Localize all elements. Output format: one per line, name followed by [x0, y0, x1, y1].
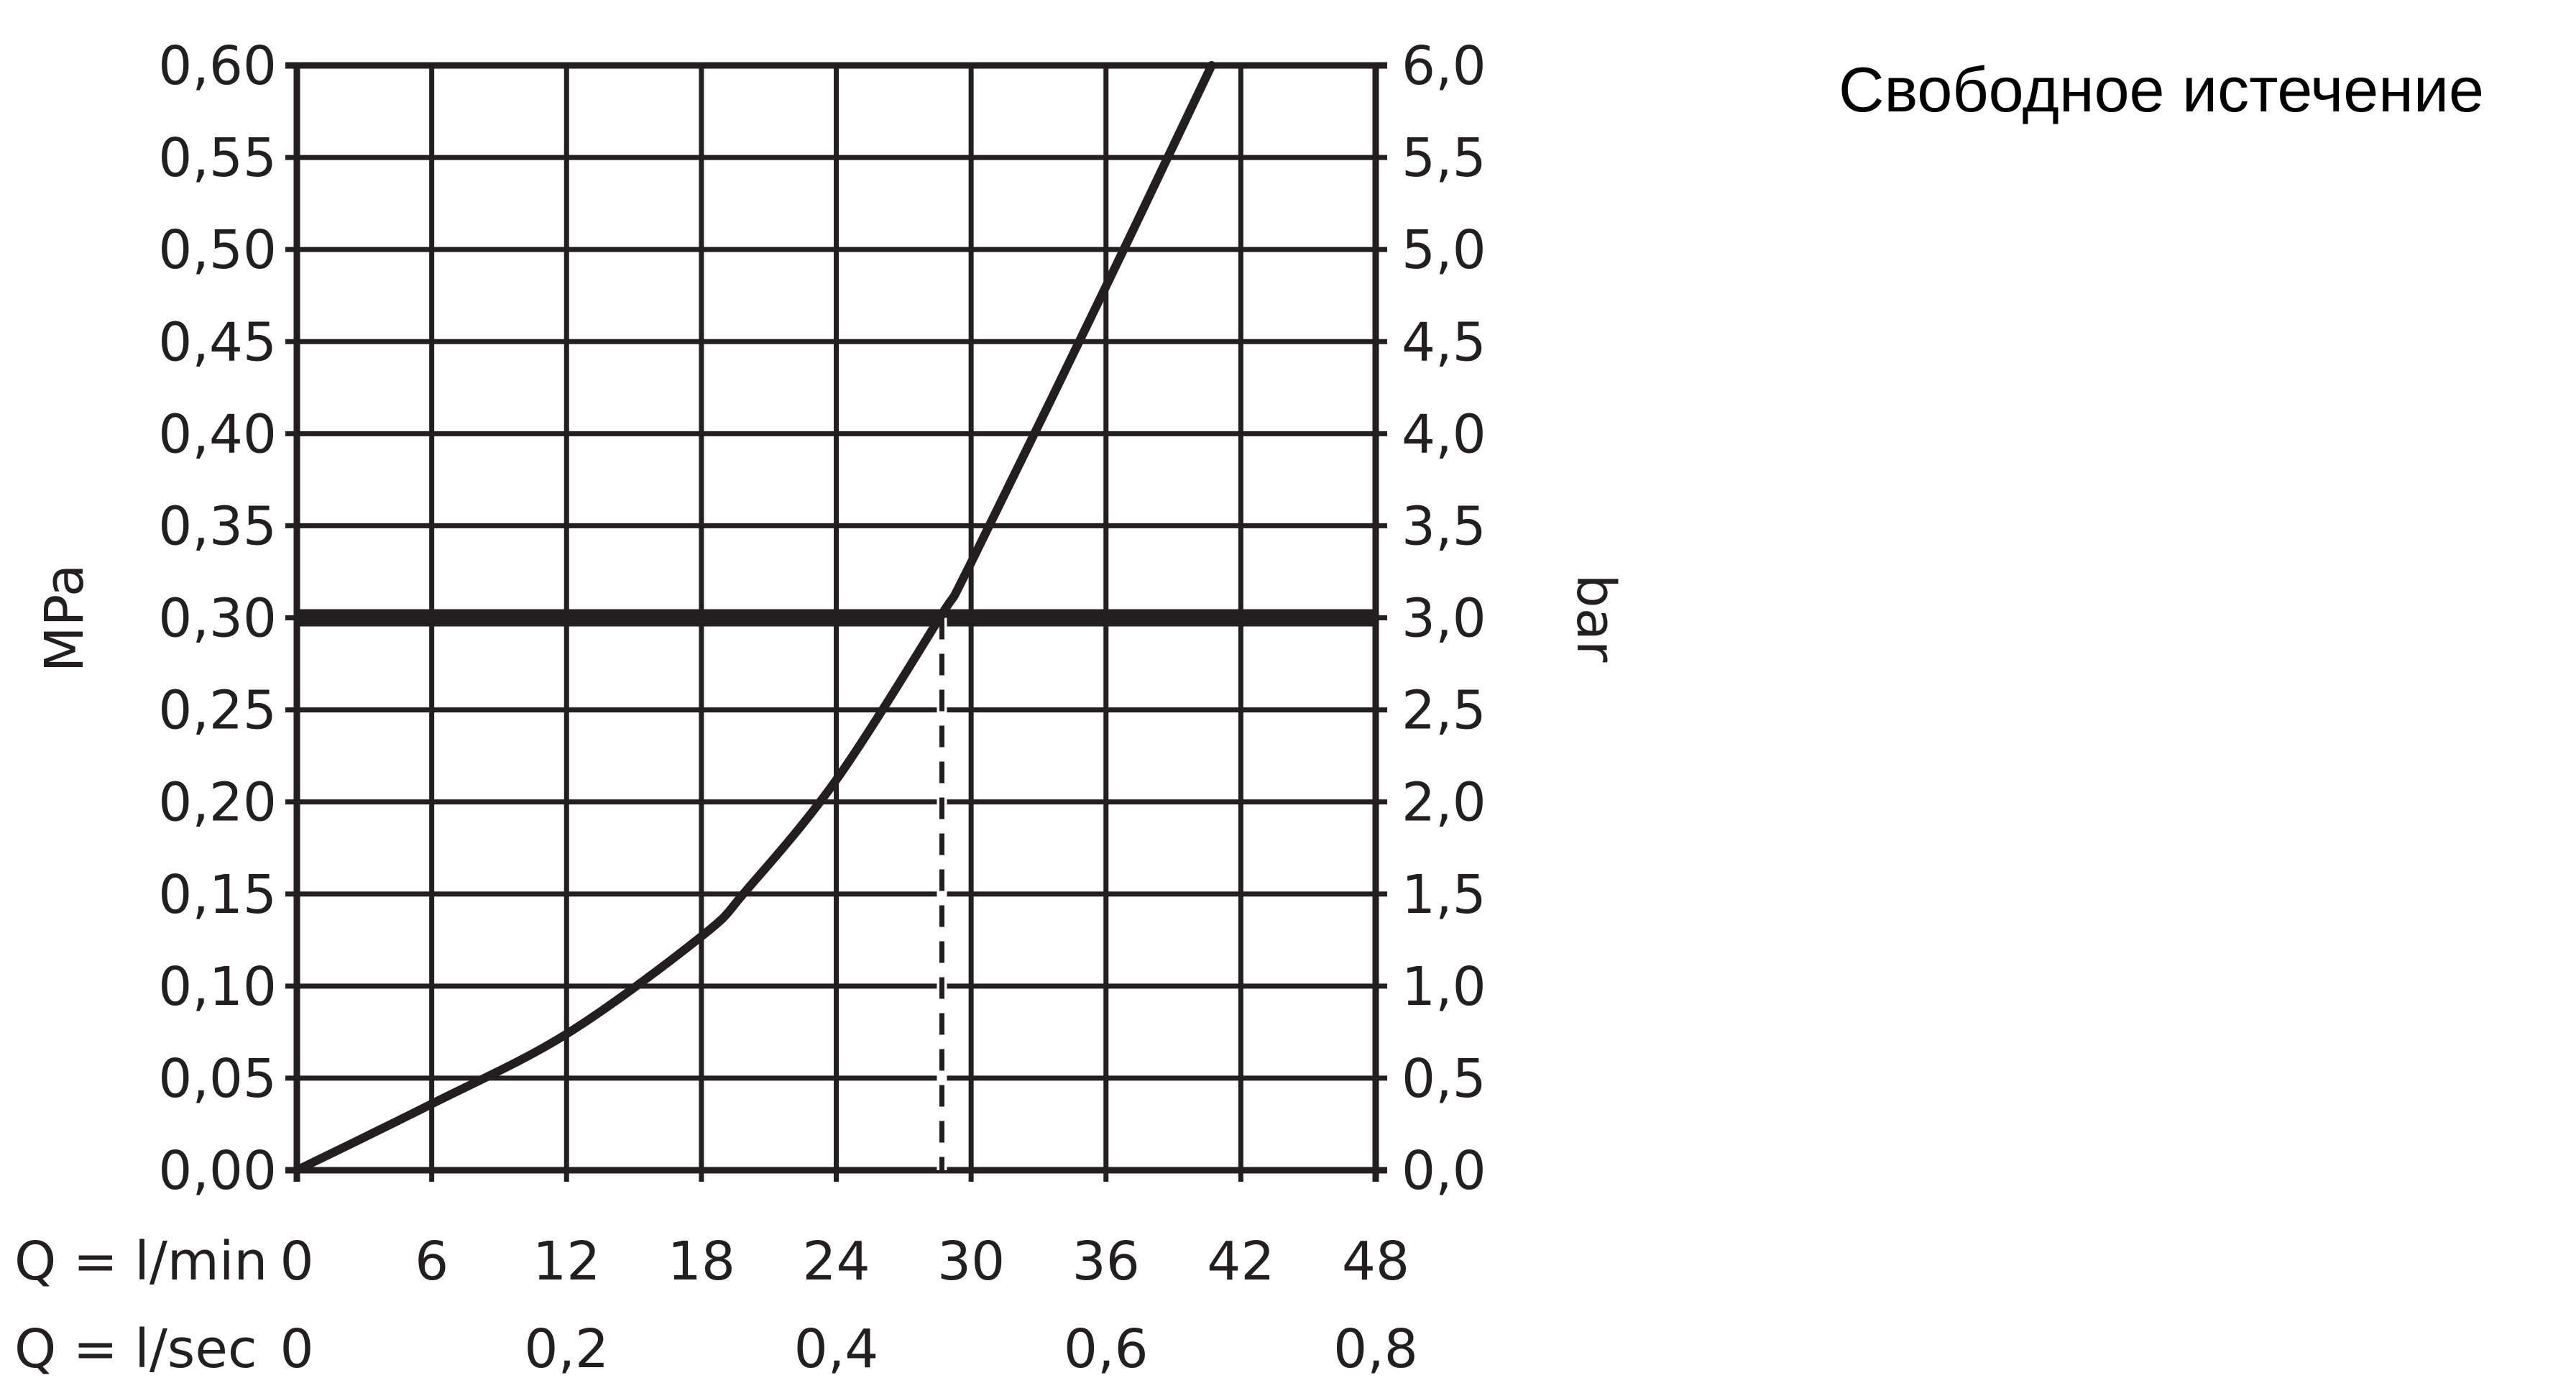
- x-tick-label-lmin: 18: [668, 1231, 735, 1292]
- y-tick-label-left: 0,20: [158, 772, 277, 834]
- x-tick-label-lsec: 0: [280, 1318, 313, 1380]
- marks: [293, 61, 1376, 1175]
- y-tick-label-left: 0,60: [158, 35, 277, 97]
- x-tick-label-lmin: 30: [937, 1231, 1005, 1292]
- y-tick-label-right: 0,5: [1402, 1048, 1486, 1110]
- x-axis-label-lmin: Q = l/min: [14, 1231, 267, 1292]
- x-tick-label-lmin: 6: [415, 1231, 448, 1292]
- x-tick-label-lmin: 48: [1342, 1231, 1409, 1292]
- y-tick-label-right: 6,0: [1402, 35, 1486, 97]
- x-tick-label-lsec: 0,8: [1333, 1318, 1418, 1380]
- y-tick-label-left: 0,10: [158, 956, 277, 1018]
- y-tick-label-right: 2,5: [1402, 680, 1486, 742]
- x-tick-label-lmin: 24: [802, 1231, 870, 1292]
- y-tick-label-right: 3,5: [1402, 495, 1486, 557]
- x-tick-label-lsec: 0,4: [794, 1318, 879, 1380]
- y-tick-label-right: 1,0: [1402, 956, 1486, 1018]
- y-tick-label-right: 1,5: [1402, 864, 1486, 926]
- y-tick-label-right: 5,0: [1402, 219, 1486, 281]
- x-tick-label-lmin: 36: [1072, 1231, 1140, 1292]
- x-tick-label-lsec: 0,2: [524, 1318, 609, 1380]
- ticks: 0 6 12 18 24 30 36 42 48 0 0,2 0,4 0,6 0,8 0,00 0,0 0,05…: [158, 35, 1486, 1380]
- y-tick-label-right: 0,0: [1402, 1140, 1486, 1202]
- y-tick-label-left: 0,05: [158, 1048, 277, 1110]
- y-tick-label-left: 0,00: [158, 1140, 277, 1202]
- y-tick-label-left: 0,35: [158, 495, 277, 557]
- y-tick-label-left: 0,15: [158, 864, 277, 926]
- x-tick-label-lmin: 42: [1207, 1231, 1274, 1292]
- grid: [285, 62, 1387, 1182]
- y-tick-label-right: 5,5: [1402, 127, 1486, 189]
- y-tick-label-left: 0,30: [158, 588, 277, 650]
- y-tick-label-left: 0,45: [158, 311, 277, 373]
- x-axis-label-lsec: Q = l/sec: [14, 1318, 257, 1380]
- y-tick-label-left: 0,25: [158, 680, 277, 742]
- y-tick-label-right: 2,0: [1402, 772, 1486, 834]
- y-tick-label-left: 0,40: [158, 403, 277, 465]
- x-tick-label-lmin: 0: [280, 1231, 313, 1292]
- y-tick-label-left: 0,50: [158, 219, 277, 281]
- x-tick-label-lmin: 12: [533, 1231, 600, 1292]
- y-axis-label-left: MPa: [34, 564, 96, 673]
- y-tick-label-right: 4,0: [1402, 403, 1486, 465]
- chart-title: Свободное истечение: [1839, 54, 2484, 125]
- x-tick-label-lsec: 0,6: [1064, 1318, 1149, 1380]
- series-line: [293, 61, 1216, 1175]
- y-axis-label-right: bar: [1565, 574, 1627, 663]
- y-tick-label-left: 0,55: [158, 127, 277, 189]
- y-tick-label-right: 4,5: [1402, 311, 1486, 373]
- y-tick-label-right: 3,0: [1402, 588, 1486, 650]
